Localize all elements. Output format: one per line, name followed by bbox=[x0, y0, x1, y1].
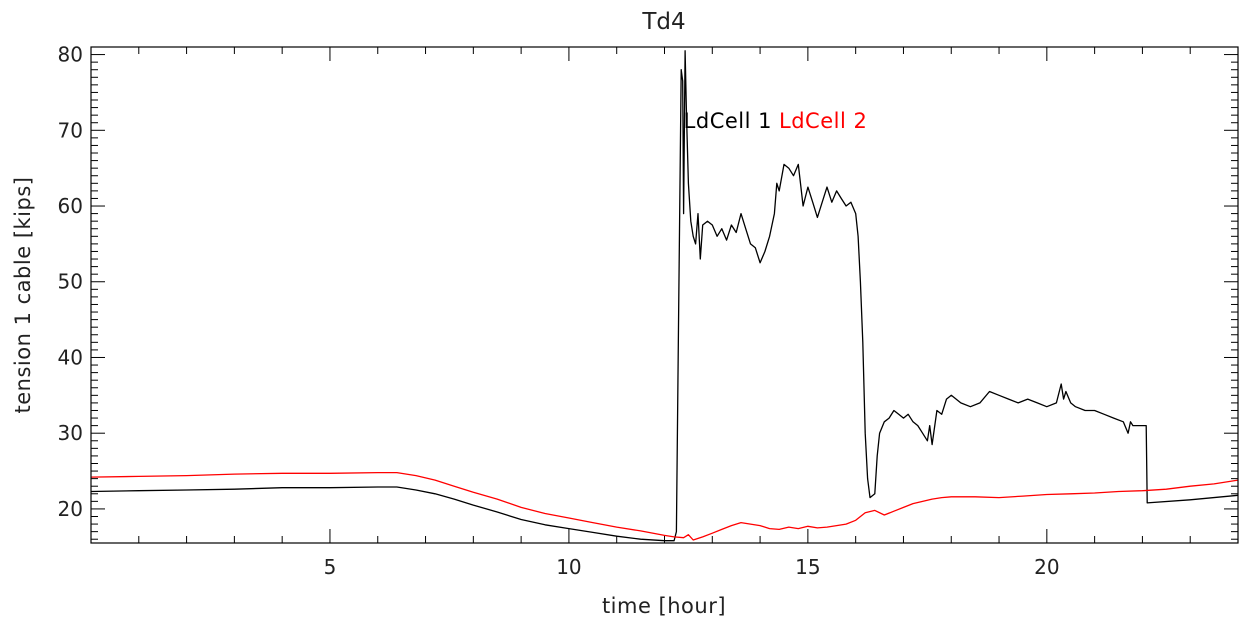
y-tick-label: 30 bbox=[58, 421, 83, 445]
x-axis-label: time [hour] bbox=[602, 594, 726, 618]
x-tick-label: 20 bbox=[1034, 555, 1059, 579]
y-tick-label: 40 bbox=[58, 345, 83, 369]
y-axis-label: tension 1 cable [kips] bbox=[11, 177, 35, 414]
series-line-2 bbox=[91, 471, 1238, 541]
y-tick-label: 20 bbox=[58, 497, 83, 521]
x-tick-label: 15 bbox=[795, 555, 820, 579]
series-line-1 bbox=[91, 50, 1238, 542]
y-tick-label: 80 bbox=[58, 43, 83, 67]
x-tick-label: 10 bbox=[556, 555, 581, 579]
y-tick-label: 70 bbox=[58, 118, 83, 142]
y-tick-label: 50 bbox=[58, 270, 83, 294]
y-tick-label: 60 bbox=[58, 194, 83, 218]
x-tick-label: 5 bbox=[324, 555, 337, 579]
chart-title: Td4 bbox=[641, 9, 685, 35]
legend-entry-ldcell-2: LdCell 2 bbox=[779, 109, 867, 133]
legend: LdCell 1 LdCell 2 bbox=[684, 109, 867, 133]
plot-area-frame bbox=[90, 46, 1239, 544]
legend-entry-ldcell-1: LdCell 1 bbox=[684, 109, 772, 133]
